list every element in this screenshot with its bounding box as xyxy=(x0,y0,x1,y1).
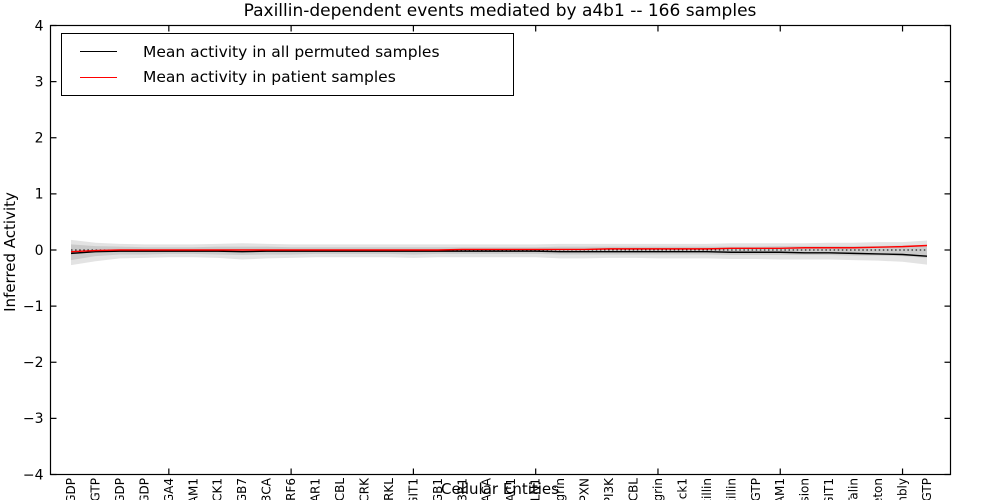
x-tick-label: alpha4/beta1 Integrin/Paxillin/VCAM1 xyxy=(773,478,787,500)
x-tick-label: alpha4/beta1 Integrin xyxy=(651,478,665,500)
x-tick-label: ITGB1 xyxy=(431,478,445,500)
x-tick-label: GIT1 xyxy=(406,478,420,500)
x-axis-label: Cellular Entities xyxy=(441,480,559,498)
x-tick-label: RAC1 xyxy=(504,478,518,500)
x-tick-label: Rac1/GDP xyxy=(137,478,151,500)
x-tick-label: BCAR1 xyxy=(309,478,323,500)
y-tick-label: 3 xyxy=(35,74,44,90)
x-tick-label: VCAM1 xyxy=(186,478,200,500)
confidence-band-permutation-spread-outer xyxy=(71,239,927,266)
x-tick-label: PIK3CA xyxy=(260,477,274,500)
y-tick-label: −1 xyxy=(23,299,44,315)
x-tick-label: alpha4/beta1 Integrin/Paxillin/Talin xyxy=(847,478,861,500)
y-tick-label: 4 xyxy=(35,18,44,34)
legend-label-patient: Mean activity in patient samples xyxy=(143,68,396,87)
y-tick-label: 0 xyxy=(35,243,44,259)
legend-label-permuted: Mean activity in all permuted samples xyxy=(143,42,440,61)
x-tick-label: ARF6 xyxy=(284,478,298,500)
x-tick-label: alpha4/beta1 Integrin/Paxillin/Talin/Act… xyxy=(871,478,885,500)
y-tick-label: −3 xyxy=(23,411,44,427)
x-tick-label: ARF6/GDP xyxy=(113,478,127,500)
x-tick-label: alpha4/beta7 Integrin xyxy=(553,478,567,500)
y-tick-label: −4 xyxy=(23,467,44,483)
x-tick-label: CRK xyxy=(357,477,371,500)
x-tick-label: DOCK1 xyxy=(211,478,225,500)
series-line-permuted xyxy=(70,250,928,257)
legend-line-sample-patient xyxy=(80,76,117,78)
y-tick-label: −2 xyxy=(23,355,44,371)
x-tick-label: ITGB7 xyxy=(235,478,249,500)
legend-item-patient: Mean activity in patient samples xyxy=(62,68,513,86)
y-axis-label: Inferred Activity xyxy=(1,192,19,312)
series-line-patient xyxy=(70,244,928,253)
x-tick-label: PI3K xyxy=(602,477,616,500)
x-tick-label: PRKACA xyxy=(480,477,494,500)
x-tick-label: PXN xyxy=(578,478,592,500)
x-tick-label: mol:GDP xyxy=(64,478,78,500)
x-tick-label: ITGA4 xyxy=(162,478,176,500)
x-tick-label: CRKL/CBL xyxy=(626,478,640,500)
x-tick-label: mol:GTP xyxy=(88,478,102,500)
x-tick-label: alpha4/beta1 Integrin/Paxillin/GIT1 xyxy=(822,478,836,500)
x-tick-label: lamellipodium assembly xyxy=(896,478,910,500)
legend-item-permuted: Mean activity in all permuted samples xyxy=(62,43,513,61)
legend-line-sample-permuted xyxy=(80,51,117,53)
x-tick-label: PIK3R1 xyxy=(455,478,469,500)
x-tick-label: Rac1/GTP xyxy=(920,478,934,500)
x-tick-label: CBL xyxy=(333,478,347,500)
y-tick-label: 2 xyxy=(35,131,44,147)
legend-box: Mean activity in all permuted samples Me… xyxy=(61,33,514,96)
x-tick-label: CRKL xyxy=(382,478,396,500)
x-tick-label: alpha4/beta1 Integrin/Paxillin xyxy=(724,478,738,500)
chart-title: Paxillin-dependent events mediated by a4… xyxy=(243,1,757,21)
x-tick-label: TLN1 xyxy=(529,478,543,500)
x-tick-label: p130Cas/Crk/Dock1 xyxy=(675,478,689,500)
x-tick-label: cell adhesion xyxy=(798,478,812,500)
x-tick-label: alpha4/beta7 Integrin/Paxillin xyxy=(700,478,714,500)
y-tick-label: 1 xyxy=(35,187,44,203)
x-tick-label: ARF6/GTP xyxy=(749,478,763,500)
